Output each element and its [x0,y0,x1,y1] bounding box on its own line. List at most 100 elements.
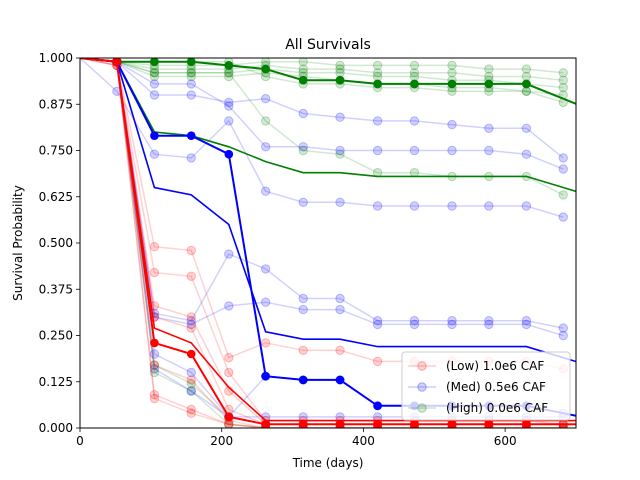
data-point [186,404,196,415]
data-point [298,108,308,119]
data-point [558,212,568,222]
data-point [521,201,532,211]
data-point [447,119,457,130]
series-line [80,58,564,159]
data-point [484,319,494,330]
mean-line [80,58,564,422]
legend-label: (Low) 1.0e6 CAF [446,359,544,373]
data-point [224,116,234,126]
data-point [149,267,160,278]
median-point [224,61,234,70]
data-point [149,390,160,400]
data-point [484,123,494,134]
data-point [224,71,234,82]
data-point [335,60,345,71]
median-point [373,79,382,89]
data-point [447,319,457,330]
data-point [260,338,271,348]
legend: (Low) 1.0e6 CAF (Med) 0.5e6 CAF (High) 0.0… [401,351,571,421]
data-point [149,360,160,370]
data-point [372,319,383,330]
data-point [149,71,160,82]
data-point [260,186,271,196]
data-point [149,349,160,359]
data-point [521,319,532,330]
series-med-light-11 [80,58,568,174]
data-point [298,142,308,152]
chart-title: All Survivals [285,37,371,53]
data-point [149,367,160,378]
data-point [558,75,568,85]
median-point [484,420,494,428]
data-point [224,419,234,428]
data-point [186,386,196,396]
data-point [558,68,568,78]
median-point [186,349,196,359]
median-point [150,58,159,66]
data-point [521,86,532,97]
median-point [373,420,382,428]
series-layer [80,58,576,428]
median-point [298,420,308,428]
data-point [186,316,196,326]
data-point [484,64,494,74]
data-point [186,378,196,389]
median-point [447,79,457,89]
series-line [80,58,564,74]
series-low-median-8 [80,58,564,428]
data-point [335,345,345,355]
data-point [484,316,494,326]
data-point [335,112,345,122]
data-point [149,79,160,89]
data-point [260,142,271,152]
legend-marker [417,361,427,371]
series-line [80,58,564,428]
data-point [149,242,160,252]
series-line [80,58,564,89]
legend-label: (High) 0.0e6 CAF [446,401,548,415]
legend-marker [417,382,427,392]
data-point [409,201,420,211]
data-point [260,264,271,274]
series-line [80,58,564,329]
data-point [186,375,196,385]
data-point [298,197,308,208]
series-tail [562,97,576,105]
data-point [335,197,345,208]
y-tick-label: 1.000 [39,51,73,65]
data-point [409,145,420,156]
data-point [260,71,271,82]
data-point [558,82,568,93]
x-tick-label: 600 [494,434,517,448]
median-line [80,58,564,100]
data-point [224,68,234,78]
data-point [484,145,494,156]
data-point [298,145,308,156]
series-med-mean-16 [80,58,564,359]
data-point [224,249,234,259]
median-point [224,149,234,159]
data-point [260,94,271,104]
data-point [186,271,196,281]
x-axis-label: Time (days) [292,456,364,470]
series-line [80,58,564,170]
data-point [372,356,383,367]
data-point [298,345,308,355]
data-point [335,304,345,315]
data-point [558,323,568,333]
median-point [261,64,270,74]
data-point [335,145,345,156]
y-tick-label: 0.500 [39,236,73,250]
data-point [186,319,196,330]
legend-box [401,351,571,421]
data-point [558,153,568,163]
data-point [484,86,494,97]
data-point [186,90,196,100]
median-point [522,79,531,89]
series-low-mean-7 [80,58,564,422]
data-point [149,364,160,374]
data-point [335,293,345,304]
ticks-layer: 0 200 400 600 0.000 0.125 0.250 0.375 0.500 0.625… [39,51,517,448]
data-point [409,319,420,330]
